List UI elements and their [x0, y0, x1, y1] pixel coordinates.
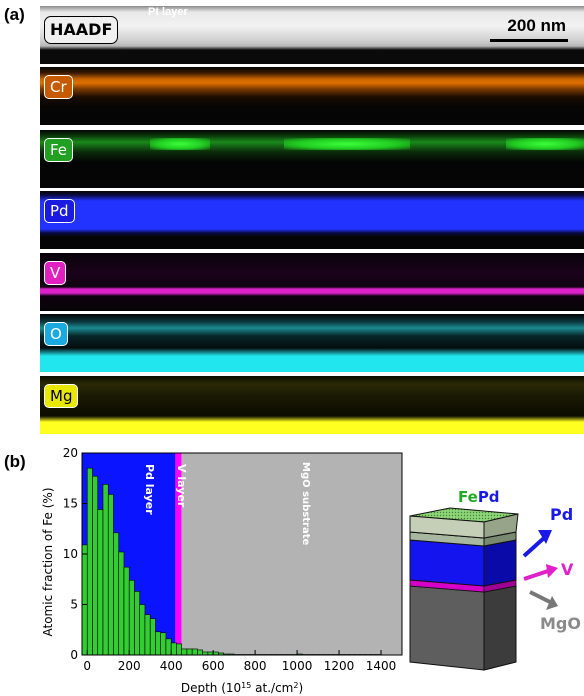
element-tag-o: O	[44, 322, 68, 346]
mgo-arrow-label: MgO	[540, 614, 581, 633]
fe-grain-highlight	[506, 138, 584, 150]
region-label: Pd layer	[143, 464, 156, 515]
y-tick-label: 10	[63, 547, 78, 561]
scale-bar	[490, 39, 568, 42]
fepd-label: FePd	[458, 488, 500, 506]
histogram-bar	[149, 618, 156, 656]
histogram-bar	[107, 494, 114, 656]
region-label: MgO substrate	[300, 462, 311, 546]
x-tick-label: 800	[244, 659, 267, 673]
map-strip-v: V	[40, 253, 584, 311]
layer-stack-schematic: FePd Pd V MgO	[409, 488, 581, 671]
histogram-bar	[86, 467, 93, 656]
element-tag-pd: Pd	[44, 199, 75, 223]
y-tick-label: 20	[63, 446, 78, 460]
histogram-bar	[128, 579, 135, 656]
histogram-bar	[181, 648, 188, 656]
x-tick-label: 1400	[366, 659, 397, 673]
pt-layer-label: Pt layer	[148, 6, 188, 18]
pd-layer-block	[409, 539, 517, 587]
mgo-substrate-block	[409, 585, 517, 671]
histogram-bar	[170, 642, 177, 656]
histogram-bar	[191, 648, 198, 656]
x-axis-label: Depth (1015 at./cm2)	[181, 681, 303, 694]
region-mgo-substrate	[181, 453, 402, 655]
v-arrow-label: V	[561, 560, 574, 579]
x-tick-label: 400	[160, 659, 183, 673]
map-strip-haadf: HAADF Pt layer 200 nm	[40, 6, 584, 64]
y-axis-label: Atomic fraction of Fe (%)	[41, 488, 55, 637]
element-tag-fe: Fe	[44, 138, 74, 162]
histogram-bar	[197, 649, 203, 656]
element-tag-cr: Cr	[44, 75, 73, 99]
map-strip-cr: Cr	[40, 67, 584, 125]
y-tick-label: 0	[70, 648, 78, 662]
histogram-bar	[102, 484, 109, 656]
histogram-bar	[144, 614, 151, 656]
histogram-bar	[113, 532, 120, 656]
histogram-bar	[139, 604, 146, 656]
region-v-layer	[175, 453, 182, 655]
histogram-bar	[81, 544, 88, 656]
histogram-bar	[118, 551, 125, 656]
y-tick-label: 15	[63, 497, 78, 511]
element-tag-mg: Mg	[44, 384, 79, 408]
element-tag-haadf: HAADF	[44, 16, 119, 44]
element-tag-v: V	[44, 261, 67, 285]
map-strip-fe: Fe	[40, 130, 584, 188]
v-arrow-icon	[523, 564, 558, 581]
pd-arrow-label: Pd	[550, 505, 573, 524]
x-tick-label: 200	[118, 659, 141, 673]
x-tick-label: 0	[83, 659, 91, 673]
map-strip-o: O	[40, 314, 584, 372]
histogram-bar	[160, 632, 167, 656]
x-tick-label: 1000	[282, 659, 313, 673]
histogram-bar	[155, 631, 161, 656]
histogram-bar	[123, 566, 130, 656]
histogram-bar	[176, 643, 182, 656]
histogram-bar	[165, 638, 172, 656]
map-strip-mg: Mg	[40, 376, 584, 434]
histogram-bar	[92, 475, 99, 656]
pd-arrow-icon	[522, 530, 552, 558]
y-tick-label: 5	[70, 598, 78, 612]
fe-grain-highlight	[284, 138, 410, 150]
panel-b-label: (b)	[4, 452, 26, 471]
histogram-bar	[97, 509, 104, 656]
x-tick-label: 1200	[324, 659, 355, 673]
histogram-bar	[186, 648, 193, 656]
mgo-arrow-icon	[529, 590, 558, 610]
region-label: V layer	[175, 464, 188, 508]
scale-bar-label: 200 nm	[507, 16, 566, 35]
histogram-bar	[134, 591, 141, 656]
panel-a-label: (a)	[4, 5, 25, 24]
map-strip-pd: Pd	[40, 191, 584, 249]
fe-grain-highlight	[150, 138, 210, 150]
x-tick-label: 600	[202, 659, 225, 673]
